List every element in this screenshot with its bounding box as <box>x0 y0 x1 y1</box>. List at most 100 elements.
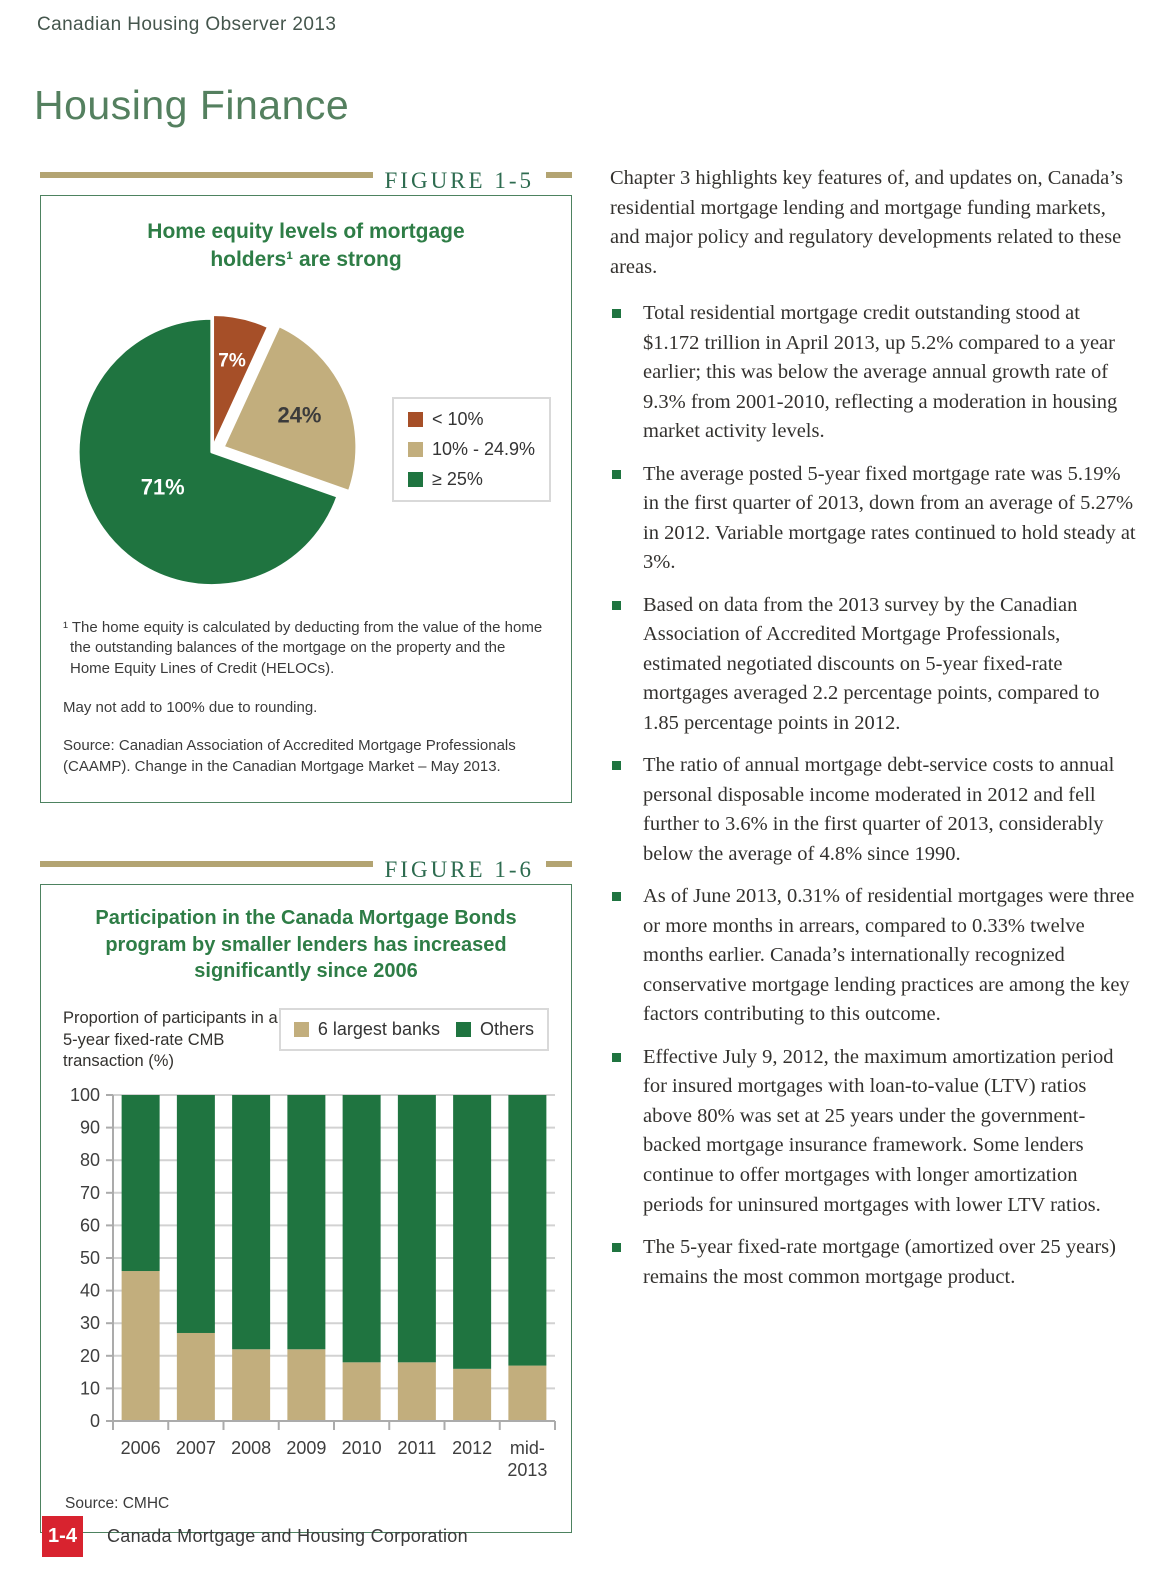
x-tick-label: 2007 <box>176 1438 216 1458</box>
x-tick-label: 2010 <box>342 1438 382 1458</box>
figure-1-5-header: FIGURE 1-5 <box>40 168 572 193</box>
figure-1-6-source: Source: CMHC <box>65 1494 170 1512</box>
bullet-text: The 5-year fixed-rate mortgage (amortize… <box>643 1236 1116 1288</box>
bar-segment <box>287 1348 326 1421</box>
figures-column: FIGURE 1-5 Home equity levels of mortgag… <box>40 168 572 1534</box>
bullet-square-icon <box>612 469 621 479</box>
bar-segment <box>342 1094 381 1362</box>
bar-segment <box>121 1270 160 1421</box>
y-tick-label: 10 <box>80 1378 100 1398</box>
bullet-square-icon <box>612 1243 621 1253</box>
legend-label: Others <box>479 1019 534 1040</box>
bar-segment <box>176 1094 215 1333</box>
y-tick-label: 70 <box>80 1182 100 1202</box>
figure-1-5-source: Source: Canadian Association of Accredit… <box>63 737 516 776</box>
x-tick-label: 2006 <box>121 1438 161 1458</box>
y-tick-label: 90 <box>80 1117 100 1137</box>
figure-1-6-label: FIGURE 1-6 <box>384 856 534 882</box>
legend-label: ≥ 25% <box>431 469 483 490</box>
figure-1-6: FIGURE 1-6 Participation in the Canada M… <box>40 857 572 1534</box>
bullet-text: Based on data from the 2013 survey by th… <box>643 593 1100 734</box>
bar-segment <box>232 1348 271 1421</box>
x-tick-label: 2013 <box>507 1460 547 1480</box>
bar-segment <box>232 1094 271 1349</box>
bar-segment <box>287 1094 326 1349</box>
legend-item: 6 largest banks <box>293 1019 440 1040</box>
bar-chart-subtitle-row: Proportion of participants in a 5-year f… <box>55 1008 557 1072</box>
pie-slice-label: 7% <box>218 350 246 371</box>
gold-rule <box>546 860 572 867</box>
x-tick-label: 2011 <box>398 1438 437 1458</box>
pie-chart: 7% 24% 71% <box>76 312 359 587</box>
bullet-item: Total residential mortgage credit outsta… <box>610 299 1140 447</box>
figure-1-5-title: Home equity levels of mortgage holders¹ … <box>147 220 465 272</box>
body-column: Chapter 3 highlights key features of, an… <box>610 164 1140 1305</box>
gold-rule <box>40 172 373 178</box>
footer-organization: Canada Mortgage and Housing Corporation <box>107 1526 468 1546</box>
bullet-item: The 5-year fixed-rate mortgage (amortize… <box>610 1233 1140 1292</box>
bullet-item: As of June 2013, 0.31% of residential mo… <box>610 882 1140 1030</box>
figure-1-5-box: Home equity levels of mortgage holders¹ … <box>40 195 572 803</box>
intro-paragraph: Chapter 3 highlights key features of, an… <box>610 167 1123 278</box>
bullet-text: Total residential mortgage credit outsta… <box>643 302 1118 443</box>
bar-chart: 0 10 20 30 40 50 60 70 80 90 100 2006 2007 2008 2009 20… <box>70 1085 556 1480</box>
pie-slice-label: 71% <box>141 474 185 499</box>
y-tick-label: 30 <box>80 1313 100 1333</box>
x-tick-label: 2009 <box>286 1438 326 1458</box>
legend-swatch-icon <box>455 1022 471 1038</box>
x-tick-label: 2012 <box>452 1438 492 1458</box>
legend-swatch-icon <box>407 442 423 458</box>
legend-item: 10% - 24.9% <box>407 439 535 460</box>
bar-segment <box>508 1094 547 1366</box>
legend-item: Others <box>455 1019 534 1040</box>
bullet-square-icon <box>612 309 621 319</box>
figure-1-6-box: Participation in the Canada Mortgage Bon… <box>40 884 572 1534</box>
figure-1-5-footnote: ¹ The home equity is calculated by deduc… <box>63 618 543 678</box>
legend-item: ≥ 25% <box>407 469 535 490</box>
bullet-square-icon <box>612 892 621 902</box>
page-title: Housing Finance <box>34 82 350 128</box>
legend-label: < 10% <box>431 409 484 430</box>
y-tick-label: 0 <box>90 1411 100 1431</box>
bullet-item: The average posted 5-year fixed mortgage… <box>610 460 1140 578</box>
pie-slice <box>211 312 270 450</box>
bullet-text: As of June 2013, 0.31% of residential mo… <box>643 885 1135 1026</box>
bar-segment <box>176 1332 215 1421</box>
gold-rule <box>546 172 572 178</box>
bar-segment <box>453 1094 492 1369</box>
bullet-item: Based on data from the 2013 survey by th… <box>610 591 1140 739</box>
document-header: Canadian Housing Observer 2013 <box>37 14 337 35</box>
legend-label: 10% - 24.9% <box>431 439 535 460</box>
gold-rule <box>40 860 373 867</box>
figure-1-6-header: FIGURE 1-6 <box>40 857 572 882</box>
pie-row: 7% 24% 71% < 10% 10% - 24.9% ≥ 25% <box>61 300 551 600</box>
bullet-text: The ratio of annual mortgage debt-servic… <box>643 754 1115 865</box>
pie-slice <box>76 316 340 587</box>
legend-swatch-icon <box>293 1022 309 1038</box>
bar-legend: 6 largest banks Others <box>278 1008 549 1052</box>
figure-1-5-label: FIGURE 1-5 <box>384 168 534 193</box>
bar-segment <box>453 1368 492 1421</box>
y-tick-label: 80 <box>80 1150 100 1170</box>
page-number-badge: 1-4 <box>42 1516 83 1557</box>
bar-segment <box>342 1361 381 1421</box>
bullet-item: Effective July 9, 2012, the maximum amor… <box>610 1043 1140 1220</box>
bullet-list: Total residential mortgage credit outsta… <box>610 299 1140 1292</box>
bar-segment <box>397 1094 436 1362</box>
bar-segment <box>121 1094 160 1271</box>
x-tick-label: 2008 <box>231 1438 271 1458</box>
figure-1-6-title: Participation in the Canada Mortgage Bon… <box>95 907 517 982</box>
figure-1-5: FIGURE 1-5 Home equity levels of mortgag… <box>40 168 572 803</box>
y-tick-label: 50 <box>80 1248 100 1268</box>
pie-legend: < 10% 10% - 24.9% ≥ 25% <box>391 397 551 503</box>
legend-swatch-icon <box>407 412 423 428</box>
pie-slice <box>221 323 359 493</box>
bullet-square-icon <box>612 600 621 610</box>
bar-segment <box>397 1361 436 1421</box>
bullet-square-icon <box>612 761 621 771</box>
figure-1-5-note: May not add to 100% due to rounding. <box>63 698 318 716</box>
bullet-square-icon <box>612 1052 621 1062</box>
y-tick-label: 60 <box>80 1215 100 1235</box>
y-tick-label: 40 <box>80 1280 100 1300</box>
